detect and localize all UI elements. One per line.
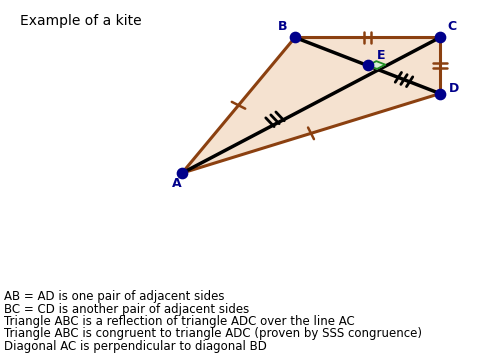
Text: B: B (278, 19, 287, 33)
Polygon shape (367, 61, 384, 69)
Text: AB = AD is one pair of adjacent sides: AB = AD is one pair of adjacent sides (4, 290, 224, 303)
Text: E: E (376, 49, 384, 62)
Text: BC = CD is another pair of adjacent sides: BC = CD is another pair of adjacent side… (4, 303, 249, 315)
Text: Diagonal AC is perpendicular to diagonal BD: Diagonal AC is perpendicular to diagonal… (4, 340, 266, 353)
Polygon shape (182, 38, 439, 173)
Point (178, 170, 185, 176)
Point (290, 35, 298, 40)
Point (435, 91, 443, 96)
Text: C: C (447, 19, 455, 33)
Point (435, 35, 443, 40)
Text: Triangle ABC is a reflection of triangle ADC over the line AC: Triangle ABC is a reflection of triangle… (4, 315, 354, 328)
Text: Example of a kite: Example of a kite (20, 14, 141, 28)
Text: A: A (172, 177, 182, 190)
Text: D: D (448, 82, 458, 95)
Point (363, 63, 371, 68)
Text: Triangle ABC is congruent to triangle ADC (proven by SSS congruence): Triangle ABC is congruent to triangle AD… (4, 327, 421, 341)
